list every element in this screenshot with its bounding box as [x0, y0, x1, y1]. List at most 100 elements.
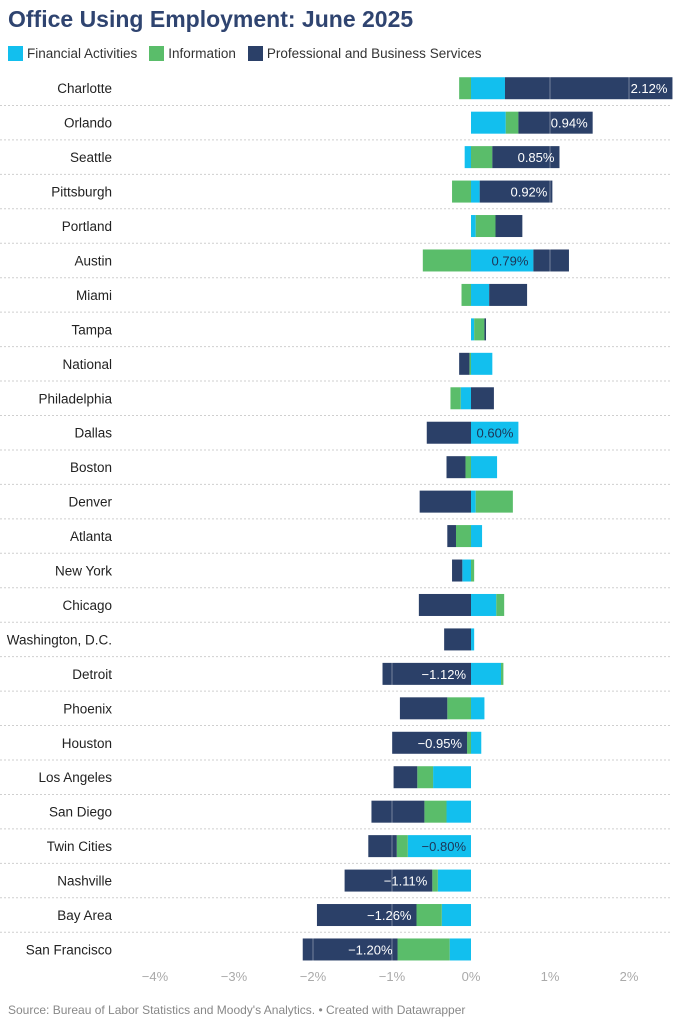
chart-title: Office Using Employment: June 2025 — [8, 6, 414, 32]
bar-segment — [461, 283, 471, 306]
category-label: Bay Area — [57, 908, 112, 923]
bar-segment — [471, 111, 506, 134]
bar-segment — [471, 146, 493, 169]
bar-segment — [344, 869, 433, 892]
data-label: −1.11% — [384, 874, 428, 889]
category-label: National — [62, 357, 112, 372]
bar-segment — [471, 77, 505, 100]
bar-segment — [302, 938, 398, 961]
category-label: Washington, D.C. — [7, 632, 112, 647]
bar-segment — [471, 387, 494, 410]
legend-item-financial: Financial Activities — [8, 46, 137, 61]
bar-segment — [471, 352, 493, 375]
bar-segment — [469, 352, 471, 375]
bar-segment — [396, 835, 408, 858]
bar-segment — [393, 766, 418, 789]
category-label: Austin — [74, 253, 112, 268]
data-label: 0.79% — [492, 253, 529, 268]
bar-segment — [452, 559, 463, 582]
data-label: −1.12% — [422, 667, 467, 682]
x-tick-label: 0% — [462, 969, 481, 984]
data-label: 0.60% — [477, 426, 514, 441]
legend-item-professional: Professional and Business Services — [247, 46, 481, 61]
bar-segment — [424, 800, 447, 823]
bar-segment — [471, 456, 498, 479]
category-label: Philadelphia — [38, 391, 112, 406]
category-label: Portland — [62, 219, 112, 234]
bar-segment — [471, 525, 483, 548]
bar-segment — [471, 490, 476, 513]
bar-segment — [479, 180, 553, 203]
category-label: San Diego — [49, 805, 112, 820]
bar-segment — [371, 800, 425, 823]
bar-segment — [464, 146, 471, 169]
bar-segment — [449, 938, 471, 961]
bar-segment — [474, 318, 485, 341]
bar-segment — [471, 283, 490, 306]
bar-segment — [459, 77, 471, 100]
category-label: Detroit — [72, 667, 112, 682]
category-label: Charlotte — [57, 81, 112, 96]
bar-segment — [505, 111, 519, 134]
bar-segment — [489, 283, 528, 306]
bar-segment — [459, 352, 470, 375]
bar-segment — [368, 835, 397, 858]
data-label: 0.94% — [551, 116, 588, 131]
bar-segment — [407, 835, 471, 858]
category-label: Chicago — [62, 598, 112, 613]
category-label: Dallas — [74, 426, 112, 441]
bar-segment — [437, 869, 471, 892]
data-label: −1.20% — [348, 942, 393, 957]
bar-segment — [471, 559, 475, 582]
bar-segment — [399, 697, 448, 720]
bar-segment — [471, 628, 475, 651]
category-label: Seattle — [70, 150, 112, 165]
legend-label: Information — [168, 46, 236, 61]
bar-segment — [467, 731, 471, 754]
category-label: Atlanta — [70, 529, 113, 544]
category-label: Boston — [70, 460, 112, 475]
bar-segment — [433, 766, 471, 789]
category-label: Los Angeles — [38, 770, 112, 785]
bar-segment — [471, 731, 482, 754]
legend-label: Financial Activities — [27, 46, 138, 61]
data-label: 2.12% — [631, 81, 668, 96]
x-tick-label: 2% — [620, 969, 639, 984]
bar-segment — [471, 215, 476, 238]
bar-segment — [447, 525, 456, 548]
bar-segment — [471, 318, 475, 341]
legend-swatch — [149, 46, 165, 61]
x-tick-label: 1% — [541, 969, 560, 984]
bar-segment — [471, 249, 534, 272]
bar-segment — [452, 180, 471, 203]
bar-segment — [444, 628, 471, 651]
data-label: 0.92% — [510, 185, 547, 200]
category-label: Denver — [68, 495, 112, 510]
x-tick-label: −1% — [379, 969, 406, 984]
bar-segment — [484, 318, 487, 341]
bar-segment — [501, 662, 504, 685]
category-label: Houston — [62, 736, 112, 751]
bar-segment — [382, 662, 471, 685]
data-label: −1.26% — [367, 908, 412, 923]
bar-segment — [450, 387, 461, 410]
bar-segment — [397, 938, 450, 961]
bar-segment — [426, 421, 471, 444]
data-label: −0.95% — [418, 736, 463, 751]
bar-segment — [471, 593, 497, 616]
bar-segment — [471, 180, 480, 203]
bar-segment — [518, 111, 593, 134]
bar-segment — [392, 731, 468, 754]
bar-segment — [419, 490, 471, 513]
legend-swatch — [8, 46, 23, 61]
bar-segment — [416, 904, 442, 927]
bar-segment — [422, 249, 471, 272]
category-label: Tampa — [71, 322, 112, 337]
bar-segment — [316, 904, 417, 927]
bar-segment — [533, 249, 569, 272]
category-label: Phoenix — [63, 701, 112, 716]
data-label: 0.85% — [518, 150, 555, 165]
bar-segment — [417, 766, 434, 789]
bar-segment — [432, 869, 438, 892]
bar-segment — [455, 525, 471, 548]
